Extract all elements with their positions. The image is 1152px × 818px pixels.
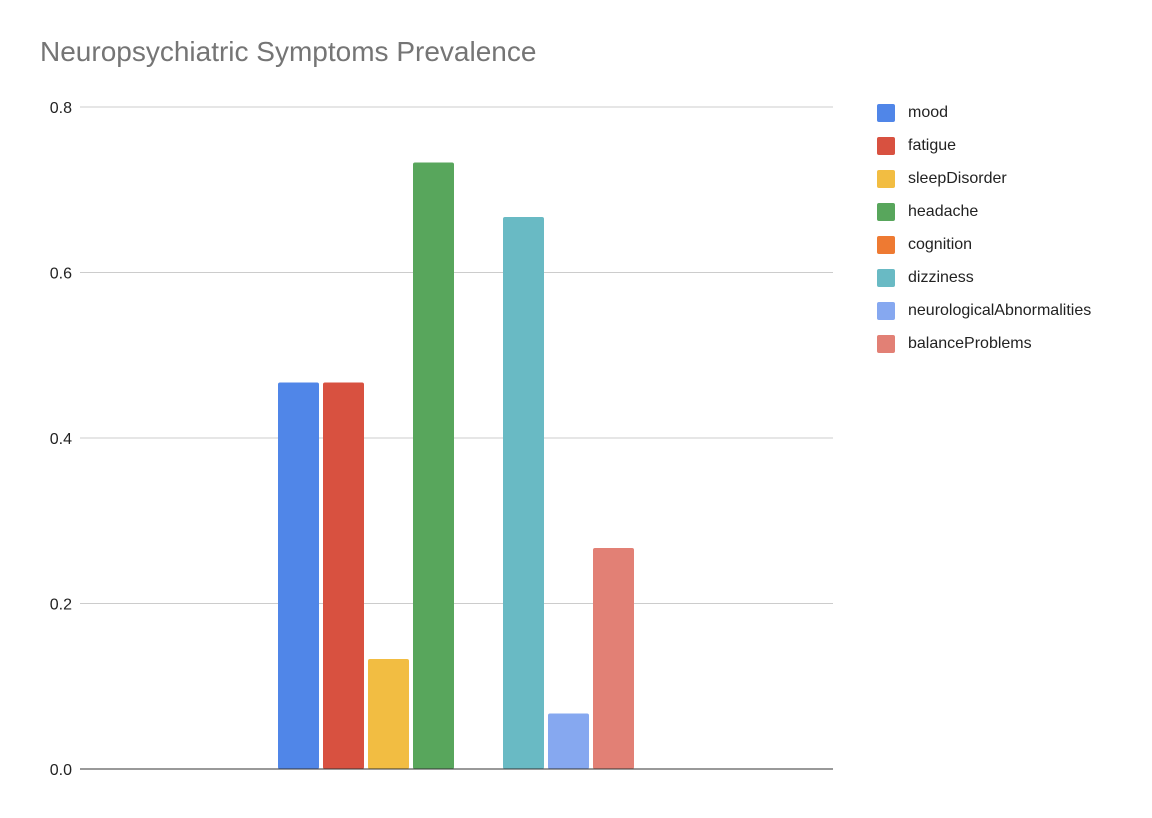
gridlines xyxy=(80,106,833,604)
y-axis-tick-labels: 0.0 0.2 0.4 0.6 0.8 xyxy=(50,100,72,779)
y-tick-label: 0.0 xyxy=(50,762,72,779)
legend-swatch xyxy=(877,169,895,188)
legend-label: dizziness xyxy=(908,268,974,286)
bar-dizziness xyxy=(503,217,544,769)
legend-swatch xyxy=(877,136,895,155)
y-tick-label: 0.6 xyxy=(50,266,72,283)
legend-item-sleepDisorder[interactable]: sleepDisorder xyxy=(877,162,1091,195)
legend-label: balanceProblems xyxy=(908,334,1032,352)
y-tick-label: 0.2 xyxy=(50,597,72,614)
bar-headache xyxy=(413,162,454,769)
legend-swatch xyxy=(877,301,895,320)
bar-neurologicalAbnormalities xyxy=(548,713,589,769)
legend-swatch xyxy=(877,103,895,122)
legend-item-cognition[interactable]: cognition xyxy=(877,228,1091,261)
legend-swatch xyxy=(877,235,895,254)
legend-label: cognition xyxy=(908,235,973,253)
legend-item-mood[interactable]: mood xyxy=(877,96,1091,129)
bar-fatigue xyxy=(323,382,364,769)
chart-title: Neuropsychiatric Symptoms Prevalence xyxy=(40,36,537,67)
legend-label: mood xyxy=(908,103,949,121)
legend-label: headache xyxy=(908,202,979,220)
legend-label: fatigue xyxy=(908,136,957,154)
legend-item-dizziness[interactable]: dizziness xyxy=(877,261,1091,294)
legend-item-neurologicalAbnormalities[interactable]: neurologicalAbnormalities xyxy=(877,294,1091,327)
legend-item-balanceProblems[interactable]: balanceProblems xyxy=(877,327,1091,360)
bar-sleepDisorder xyxy=(368,658,409,769)
legend-item-headache[interactable]: headache xyxy=(877,195,1091,228)
bar-balanceProblems xyxy=(593,548,634,769)
bars xyxy=(278,162,634,769)
legend: mood fatigue sleepDisorder headache cognitio… xyxy=(877,96,1091,360)
legend-swatch xyxy=(877,268,895,287)
legend-swatch xyxy=(877,334,895,353)
y-tick-label: 0.8 xyxy=(50,100,72,117)
legend-label: sleepDisorder xyxy=(908,169,1007,187)
y-tick-label: 0.4 xyxy=(50,431,72,448)
legend-item-fatigue[interactable]: fatigue xyxy=(877,129,1091,162)
legend-label: neurologicalAbnormalities xyxy=(908,301,1092,319)
bar-mood xyxy=(278,382,319,769)
legend-swatch xyxy=(877,202,895,221)
